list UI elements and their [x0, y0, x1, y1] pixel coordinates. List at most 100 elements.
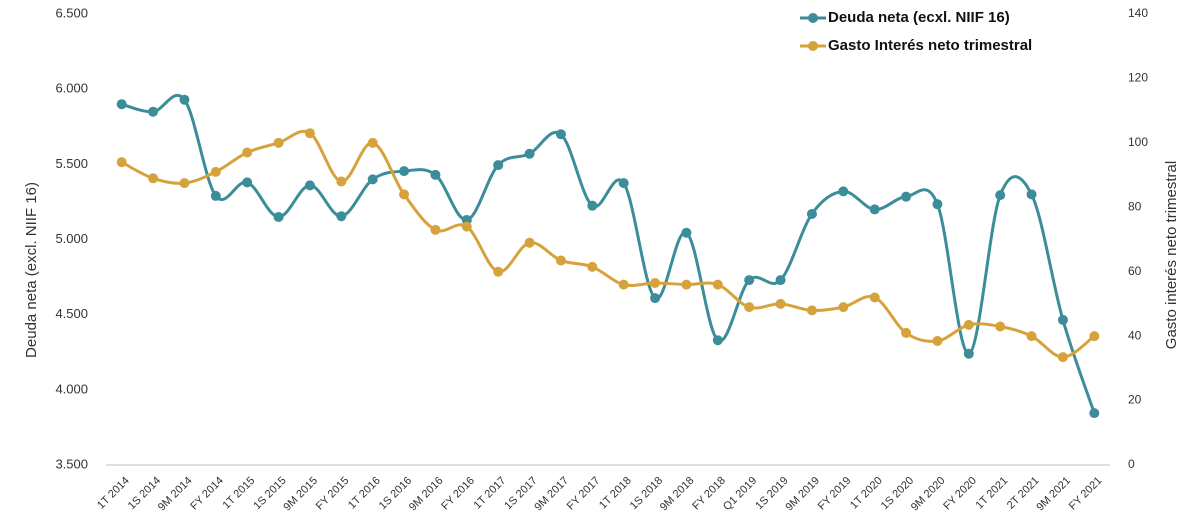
data-point [430, 169, 441, 180]
data-point [681, 279, 692, 290]
data-point [995, 190, 1006, 201]
x-tick-label: 1T 2020 [848, 475, 885, 512]
data-point [242, 147, 253, 158]
x-tick-label: FY 2016 [439, 475, 477, 513]
legend-label: Deuda neta (ecxl. NIIF 16) [828, 9, 1010, 26]
data-point [775, 275, 786, 286]
data-point [618, 178, 629, 189]
x-tick-label: 9M 2018 [658, 475, 697, 514]
x-tick-label: 9M 2021 [1034, 475, 1073, 514]
data-point [869, 292, 880, 303]
y-tick-label: 5.500 [55, 156, 88, 171]
data-point [618, 279, 629, 290]
data-point [524, 148, 535, 159]
y2-tick-label: 20 [1128, 393, 1142, 407]
data-point [336, 176, 347, 187]
x-tick-label: 9M 2014 [156, 475, 195, 514]
data-point [901, 327, 912, 338]
data-point [399, 166, 410, 177]
data-point [430, 224, 441, 235]
x-tick-label: FY 2014 [188, 475, 226, 513]
series-line [121, 93, 1096, 414]
data-point [901, 191, 912, 202]
y-tick-label: 6.000 [55, 81, 88, 96]
data-point [932, 335, 943, 346]
data-point [681, 227, 692, 238]
x-tick-label: FY 2020 [941, 475, 979, 513]
y2-tick-label: 100 [1128, 135, 1148, 149]
data-point [650, 277, 661, 288]
data-point [461, 221, 472, 232]
x-tick-label: 9M 2019 [783, 475, 822, 514]
data-point [367, 137, 378, 148]
data-point [775, 298, 786, 309]
data-point [1089, 408, 1100, 419]
y2-tick-label: 60 [1128, 264, 1142, 278]
legend-label: Gasto Interés neto trimestral [828, 37, 1032, 54]
y2-tick-label: 0 [1128, 457, 1135, 471]
legend-marker [808, 41, 818, 51]
data-point [1089, 331, 1100, 342]
x-tick-label: FY 2019 [816, 475, 854, 513]
data-point [336, 211, 347, 222]
data-point [1057, 352, 1068, 363]
y-tick-label: 3.500 [55, 456, 88, 471]
data-point [744, 275, 755, 286]
data-point [116, 99, 127, 110]
data-point [524, 237, 535, 248]
x-tick-label: Q1 2019 [721, 475, 759, 513]
data-point [555, 129, 566, 140]
x-tick-label: 9M 2015 [281, 475, 320, 514]
data-point [587, 261, 598, 272]
data-point [838, 186, 849, 197]
data-point [555, 255, 566, 266]
data-point [116, 157, 127, 168]
data-point [210, 190, 221, 201]
x-tick-label: 9M 2016 [407, 475, 446, 514]
x-tick-label: 1T 2015 [220, 475, 257, 512]
y2-axis-title: Gasto interés neto trimestral [1163, 161, 1180, 349]
series-line [120, 129, 1096, 359]
data-point [399, 189, 410, 200]
x-tick-label: 1T 2018 [597, 475, 634, 512]
data-point [493, 266, 504, 277]
data-point [273, 137, 284, 148]
data-point [1026, 331, 1037, 342]
data-point [712, 279, 723, 290]
data-point [148, 173, 159, 184]
data-point [963, 319, 974, 330]
legend-marker [808, 13, 818, 23]
x-tick-label: 9M 2017 [532, 475, 571, 514]
data-point [995, 321, 1006, 332]
y2-tick-label: 80 [1128, 199, 1142, 213]
data-point [1057, 314, 1068, 325]
y-tick-label: 4.500 [55, 306, 88, 321]
data-point [304, 180, 315, 191]
data-point [806, 208, 817, 219]
data-point [806, 305, 817, 316]
data-point [650, 293, 661, 304]
y-axis-title: Deuda neta (excl. NIIF 16) [23, 182, 40, 358]
y-tick-label: 6.500 [55, 5, 88, 20]
x-tick-label: FY 2017 [565, 475, 603, 513]
data-point [304, 128, 315, 139]
y2-tick-label: 120 [1128, 71, 1148, 85]
data-point [210, 166, 221, 177]
x-tick-label: 1T 2016 [346, 475, 383, 512]
data-point [493, 160, 504, 171]
data-point [367, 174, 378, 185]
data-point [838, 302, 849, 313]
data-point [869, 204, 880, 215]
x-tick-label: 1T 2021 [973, 475, 1010, 512]
data-point [932, 199, 943, 210]
data-point [712, 335, 723, 346]
data-point [1026, 189, 1037, 200]
data-point [179, 178, 190, 189]
x-tick-label: FY 2021 [1067, 475, 1105, 513]
x-tick-label: 9M 2020 [909, 475, 948, 514]
x-tick-label: FY 2015 [314, 475, 352, 513]
data-point [963, 348, 974, 359]
data-point [744, 302, 755, 313]
x-tick-label: 1T 2017 [471, 475, 508, 512]
data-point [242, 177, 253, 188]
